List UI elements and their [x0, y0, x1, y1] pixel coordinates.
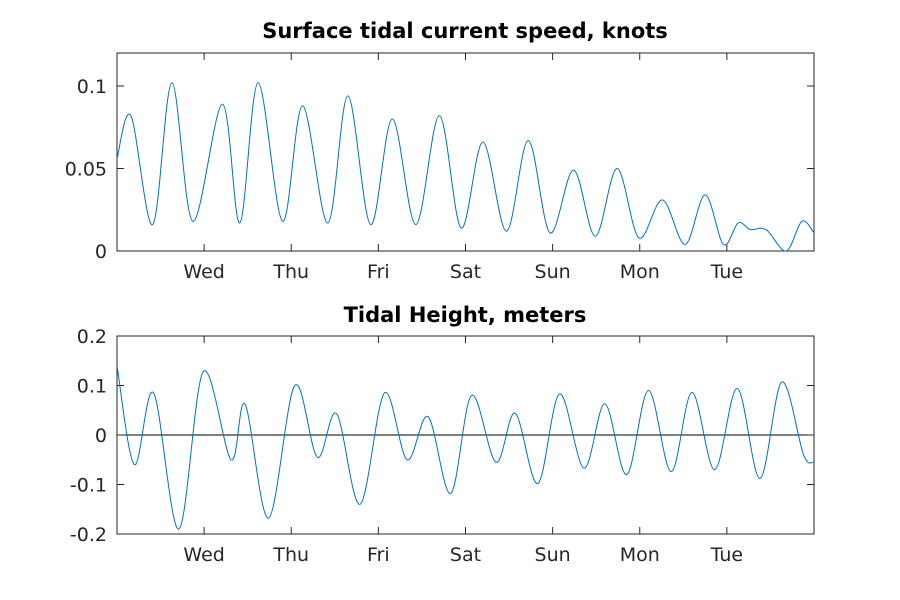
current-speed-ytick-label: 0.1: [77, 76, 107, 98]
tidal-height-axes: Tidal Height, meters -0.2 -0.1 0 0.1 0.2 Wed T…: [70, 303, 815, 566]
tidal-height-ytick-label: 0.1: [77, 376, 107, 398]
current-speed-plot-area: [116, 52, 815, 252]
tidal-height-ticks: -0.2 -0.1 0 0.1 0.2 Wed Thu Fri Sat Sun Mon Tue: [70, 326, 814, 566]
current-speed-xtick-label: Sat: [450, 261, 481, 283]
tidal-height-ytick-label: -0.2: [70, 524, 107, 546]
current-speed-xtick-label: Tue: [710, 261, 743, 283]
tidal-height-xtick-label: Sat: [450, 544, 481, 566]
tidal-height-ytick-label: 0.2: [77, 326, 107, 348]
current-speed-xtick-label: Mon: [620, 261, 660, 283]
tidal-height-ytick-label: -0.1: [70, 475, 107, 497]
tidal-height-xtick-label: Wed: [183, 544, 224, 566]
tidal-height-xtick-label: Mon: [620, 544, 660, 566]
current-speed-xtick-label: Wed: [183, 261, 224, 283]
current-speed-ytick-label: 0: [95, 241, 107, 263]
current-speed-axes: Surface tidal current speed, knots 0 0.05…: [65, 19, 815, 283]
tidal-height-series-line: [116, 365, 815, 530]
current-speed-xtick-label: Thu: [272, 261, 309, 283]
current-speed-title: Surface tidal current speed, knots: [262, 19, 668, 43]
tidal-height-ytick-label: 0: [95, 425, 107, 447]
tidal-height-xtick-label: Sun: [535, 544, 571, 566]
tidal-height-xtick-label: Thu: [272, 544, 309, 566]
current-speed-ticks: 0 0.05 0.1 Wed Thu Fri Sat Sun Mon Tue: [65, 53, 814, 283]
current-speed-xtick-label: Sun: [535, 261, 571, 283]
current-speed-series-line: [116, 82, 815, 252]
current-speed-ytick-label: 0.05: [65, 159, 107, 181]
current-speed-xtick-label: Fri: [367, 261, 390, 283]
tidal-height-title: Tidal Height, meters: [344, 303, 587, 327]
tidal-height-xtick-label: Fri: [367, 544, 390, 566]
tidal-height-xtick-label: Tue: [710, 544, 743, 566]
